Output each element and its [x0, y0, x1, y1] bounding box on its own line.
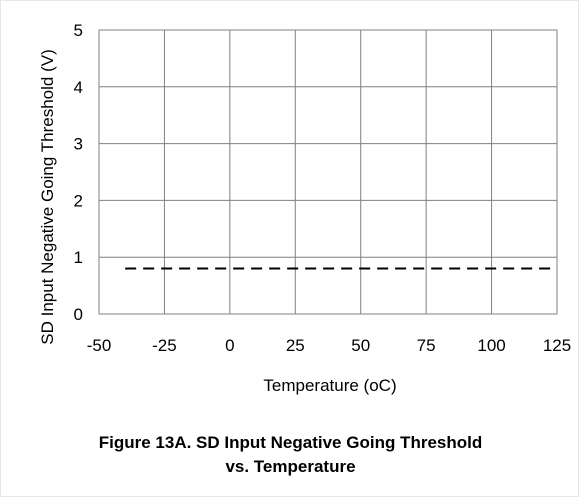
- y-tick-label: 4: [74, 78, 83, 97]
- x-tick-label: -50: [87, 336, 112, 355]
- x-tick-label: 25: [286, 336, 305, 355]
- y-tick-label: 1: [74, 248, 83, 267]
- x-tick-label: 75: [417, 336, 436, 355]
- chart-svg: -50 -25 0 25 50 75 100 125 0 1 2 3 4 5 Temperature (…: [38, 21, 571, 395]
- x-tick-label: -25: [152, 336, 177, 355]
- y-tick-labels: 0 1 2 3 4 5: [74, 21, 83, 324]
- figure-caption-title: Figure 13A. SD Input Negative Going Thre…: [98, 433, 483, 452]
- grid: [98, 29, 558, 315]
- x-axis-label: Temperature (oC): [263, 376, 396, 395]
- x-tick-label: 0: [225, 336, 234, 355]
- x-tick-label: 125: [543, 336, 571, 355]
- x-tick-label: 100: [477, 336, 505, 355]
- x-tick-labels: -50 -25 0 25 50 75 100 125: [87, 336, 571, 355]
- y-tick-label: 2: [74, 191, 83, 210]
- y-tick-label: 3: [74, 135, 83, 154]
- y-axis-label: SD Input Negative Going Threshold (V): [38, 49, 57, 344]
- y-tick-label: 5: [74, 21, 83, 40]
- plot-frame: [98, 29, 558, 315]
- y-tick-label: 0: [74, 305, 83, 324]
- figure-caption-subtitle: vs. Temperature: [225, 457, 356, 476]
- x-tick-label: 50: [351, 336, 370, 355]
